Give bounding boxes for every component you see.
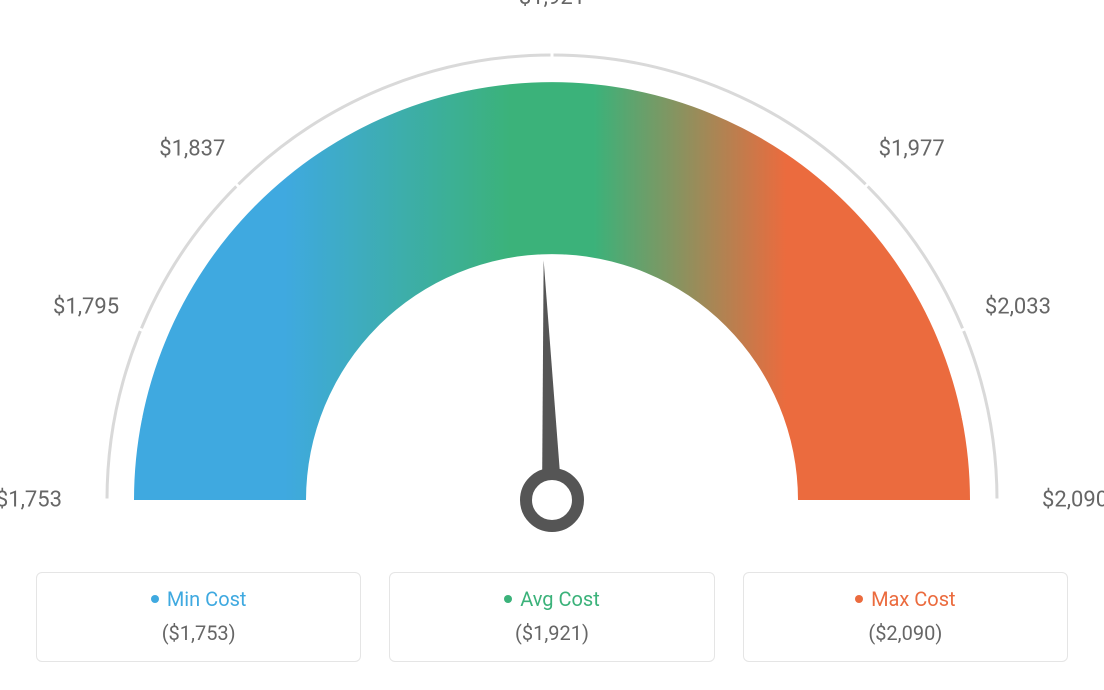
gauge-tick bbox=[900, 257, 917, 268]
gauge-tick-label: $1,921 bbox=[519, 0, 585, 10]
gauge-tick bbox=[122, 415, 142, 419]
gauge-tick bbox=[962, 415, 982, 419]
gauge-tick bbox=[309, 136, 320, 153]
legend-card-min: Min Cost ($1,753) bbox=[36, 572, 361, 662]
legend-row: Min Cost ($1,753) Avg Cost ($1,921) Max … bbox=[0, 572, 1104, 662]
gauge-hub bbox=[526, 474, 578, 526]
gauge-needle bbox=[542, 260, 562, 500]
gauge-tick bbox=[234, 182, 257, 205]
gauge-tick bbox=[384, 95, 392, 113]
legend-value-avg: ($1,921) bbox=[400, 621, 703, 645]
gauge-tick bbox=[188, 257, 205, 268]
gauge-tick bbox=[467, 70, 471, 90]
legend-title-min-text: Min Cost bbox=[167, 587, 247, 611]
legend-title-min: Min Cost bbox=[151, 587, 247, 611]
legend-value-min: ($1,753) bbox=[47, 621, 350, 645]
legend-title-avg: Avg Cost bbox=[504, 587, 600, 611]
cost-gauge-chart: $1,753 $1,795 $1,837 $1,921 $1,977 $2,033 $2,0… bbox=[0, 0, 1104, 690]
legend-title-max: Max Cost bbox=[855, 587, 956, 611]
legend-title-max-text: Max Cost bbox=[871, 587, 956, 611]
legend-dot-max bbox=[855, 595, 863, 603]
gauge-tick bbox=[634, 70, 638, 90]
gauge-tick bbox=[784, 136, 795, 153]
gauge-tick-label: $1,837 bbox=[159, 136, 225, 161]
legend-title-avg-text: Avg Cost bbox=[520, 587, 600, 611]
gauge-tick-label: $1,977 bbox=[879, 136, 945, 161]
gauge-svg bbox=[0, 0, 1104, 560]
gauge-tick-label: $1,753 bbox=[0, 488, 62, 513]
gauge-area: $1,753 $1,795 $1,837 $1,921 $1,977 $2,033 $2,0… bbox=[0, 0, 1104, 560]
legend-card-avg: Avg Cost ($1,921) bbox=[389, 572, 714, 662]
gauge-tick-label: $2,090 bbox=[1042, 488, 1104, 513]
gauge-tick bbox=[712, 95, 720, 113]
legend-value-max: ($2,090) bbox=[754, 621, 1057, 645]
legend-dot-min bbox=[151, 595, 159, 603]
gauge-tick bbox=[848, 182, 871, 205]
legend-card-max: Max Cost ($2,090) bbox=[743, 572, 1068, 662]
gauge-tick-label: $2,033 bbox=[985, 295, 1051, 320]
gauge-tick-label: $1,795 bbox=[53, 295, 119, 320]
legend-dot-avg bbox=[504, 595, 512, 603]
